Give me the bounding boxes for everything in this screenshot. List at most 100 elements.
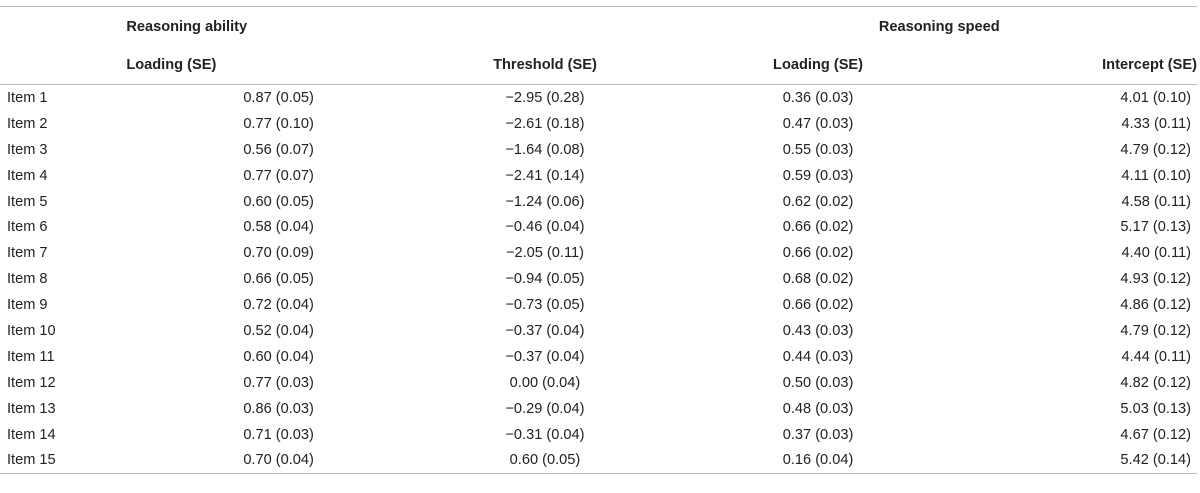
cell-ability-loading: 0.77 (0.03) — [243, 374, 314, 391]
row-item-label: Item 9 — [7, 297, 48, 314]
cell-ability-loading: 0.70 (0.04) — [126, 447, 409, 475]
table-row: Item 6 0.58 (0.04) −0.46 (0.04) 0.66 (0.02)… — [0, 214, 1197, 240]
cell-speed-loading: 0.43 (0.03) — [782, 322, 854, 339]
row-item-label: Item 14 — [7, 426, 56, 443]
cell-ability-loading: 0.71 (0.03) — [243, 426, 314, 443]
cell-ability-threshold: −1.24 (0.06) — [505, 193, 585, 210]
cell-ability-threshold: −0.73 (0.05) — [505, 297, 585, 314]
cell-ability-threshold: −0.37 (0.04) — [505, 322, 585, 339]
table-row: Item 4 0.77 (0.07) −2.41 (0.14) 0.59 (0.03)… — [0, 163, 1197, 189]
table-row: Item 11 0.60 (0.04) −0.37 (0.04) 0.44 (0.03… — [0, 344, 1197, 370]
parameter-estimates-table: Reasoning ability Reasoning speed Loadin… — [0, 6, 1197, 475]
row-item-label: Item 1 — [7, 89, 48, 106]
cell-speed-loading: 0.55 (0.03) — [782, 141, 854, 158]
cell-speed-loading: 0.48 (0.03) — [782, 400, 854, 417]
cell-ability-loading: 0.60 (0.05) — [243, 193, 314, 210]
cell-ability-threshold: −2.61 (0.18) — [505, 115, 585, 132]
table-row: Item 8 0.66 (0.05) −0.94 (0.05) 0.68 (0.02)… — [0, 266, 1197, 292]
row-item-label: Item 12 — [7, 374, 56, 391]
cell-speed-loading: 0.59 (0.03) — [782, 167, 854, 184]
row-item-label: Item 11 — [7, 348, 55, 365]
cell-ability-loading: 0.52 (0.04) — [243, 322, 314, 339]
cell-ability-threshold: −2.41 (0.14) — [505, 167, 585, 184]
column-header-speed-loading: Loading (SE) — [681, 46, 955, 85]
table-row: Item 13 0.86 (0.03) −0.29 (0.04) 0.48 (0.03… — [0, 396, 1197, 422]
cell-ability-threshold: −0.29 (0.04) — [505, 400, 585, 417]
cell-ability-loading: 0.56 (0.07) — [243, 141, 314, 158]
table-row: Item 9 0.72 (0.04) −0.73 (0.05) 0.66 (0.02)… — [0, 292, 1197, 318]
cell-speed-intercept: 4.01 (0.10) — [1120, 89, 1191, 106]
column-header-ability-threshold: Threshold (SE) — [408, 46, 682, 85]
row-item-label: Item 4 — [7, 167, 48, 184]
table-row: Item 1 0.87 (0.05) −2.95 (0.28) 0.36 (0.03)… — [0, 85, 1197, 111]
cell-speed-intercept: 5.42 (0.14) — [954, 447, 1197, 475]
row-item-label: Item 5 — [7, 193, 48, 210]
cell-speed-intercept: 4.40 (0.11) — [1121, 245, 1192, 262]
cell-ability-threshold: −1.64 (0.08) — [505, 141, 585, 158]
cell-ability-loading: 0.77 (0.07) — [243, 167, 314, 184]
cell-speed-intercept: 4.93 (0.12) — [1120, 271, 1191, 288]
cell-speed-loading: 0.37 (0.03) — [782, 426, 854, 443]
cell-speed-loading: 0.16 (0.04) — [681, 447, 955, 475]
cell-speed-intercept: 4.86 (0.12) — [1120, 297, 1191, 314]
table-body: Item 1 0.87 (0.05) −2.95 (0.28) 0.36 (0.03)… — [0, 85, 1197, 475]
table-row: Item 14 0.71 (0.03) −0.31 (0.04) 0.37 (0.03… — [0, 422, 1197, 448]
cell-ability-loading: 0.86 (0.03) — [243, 400, 314, 417]
cell-speed-intercept: 4.79 (0.12) — [1120, 322, 1191, 339]
row-item-label: Item 13 — [7, 400, 56, 417]
row-item-label: Item 8 — [7, 271, 48, 288]
cell-ability-threshold: 0.60 (0.05) — [408, 447, 682, 475]
cell-speed-intercept: 5.17 (0.13) — [1120, 219, 1191, 236]
cell-speed-intercept: 4.67 (0.12) — [1120, 426, 1191, 443]
cell-speed-loading: 0.62 (0.02) — [782, 193, 854, 210]
table-row: Item 7 0.70 (0.09) −2.05 (0.11) 0.66 (0.02)… — [0, 240, 1197, 266]
column-header-speed-intercept: Intercept (SE) — [954, 46, 1197, 85]
cell-ability-threshold: −0.31 (0.04) — [505, 426, 585, 443]
cell-ability-loading: 0.58 (0.04) — [243, 219, 314, 236]
cell-speed-intercept: 4.44 (0.11) — [1121, 348, 1192, 365]
cell-speed-intercept: 4.82 (0.12) — [1120, 374, 1191, 391]
row-item-label: Item 7 — [7, 245, 48, 262]
cell-speed-intercept: 5.03 (0.13) — [1120, 400, 1191, 417]
cell-speed-loading: 0.66 (0.02) — [782, 245, 854, 262]
cell-ability-loading: 0.87 (0.05) — [243, 89, 314, 106]
cell-speed-loading: 0.66 (0.02) — [782, 219, 854, 236]
empty-corner-cell — [0, 6, 127, 46]
table-row: Item 2 0.77 (0.10) −2.61 (0.18) 0.47 (0.03)… — [0, 111, 1197, 137]
table-row: Item 15 0.70 (0.04) 0.60 (0.05) 0.16 (0.04)… — [0, 447, 1197, 475]
table-row: Item 5 0.60 (0.05) −1.24 (0.06) 0.62 (0.02)… — [0, 189, 1197, 215]
column-header-row: Loading (SE) Threshold (SE) Loading (SE)… — [0, 46, 1197, 85]
cell-speed-loading: 0.68 (0.02) — [782, 271, 854, 288]
cell-ability-loading: 0.77 (0.10) — [243, 115, 314, 132]
row-item-label: Item 2 — [7, 115, 48, 132]
cell-ability-loading: 0.70 (0.09) — [243, 245, 314, 262]
row-item-label: Item 3 — [7, 141, 48, 158]
row-item-label: Item 6 — [7, 219, 48, 236]
cell-ability-loading: 0.72 (0.04) — [243, 297, 314, 314]
cell-ability-threshold: −0.46 (0.04) — [505, 219, 585, 236]
empty-label-header — [0, 46, 127, 85]
group-header-reasoning-ability: Reasoning ability — [126, 6, 682, 46]
cell-speed-intercept: 4.58 (0.11) — [1121, 193, 1192, 210]
cell-ability-loading: 0.60 (0.04) — [243, 348, 314, 365]
cell-ability-threshold: −2.05 (0.11) — [505, 245, 584, 262]
cell-speed-loading: 0.47 (0.03) — [782, 115, 854, 132]
cell-speed-intercept: 4.11 (0.10) — [1121, 167, 1192, 184]
cell-ability-loading: 0.66 (0.05) — [243, 271, 314, 288]
cell-speed-loading: 0.66 (0.02) — [782, 297, 854, 314]
row-item-label: Item 15 — [0, 447, 127, 475]
table-row: Item 10 0.52 (0.04) −0.37 (0.04) 0.43 (0.03… — [0, 318, 1197, 344]
cell-ability-threshold: 0.00 (0.04) — [509, 374, 581, 391]
cell-speed-loading: 0.44 (0.03) — [782, 348, 854, 365]
table-row: Item 12 0.77 (0.03) 0.00 (0.04) 0.50 (0.03)… — [0, 370, 1197, 396]
group-header-reasoning-speed: Reasoning speed — [681, 6, 1197, 46]
table-row: Item 3 0.56 (0.07) −1.64 (0.08) 0.55 (0.03)… — [0, 137, 1197, 163]
cell-speed-loading: 0.50 (0.03) — [782, 374, 854, 391]
cell-speed-loading: 0.36 (0.03) — [782, 89, 854, 106]
cell-speed-intercept: 4.33 (0.11) — [1121, 115, 1192, 132]
column-header-ability-loading: Loading (SE) — [126, 46, 409, 85]
group-header-row: Reasoning ability Reasoning speed — [0, 6, 1197, 46]
cell-ability-threshold: −2.95 (0.28) — [505, 89, 585, 106]
cell-speed-intercept: 4.79 (0.12) — [1120, 141, 1191, 158]
